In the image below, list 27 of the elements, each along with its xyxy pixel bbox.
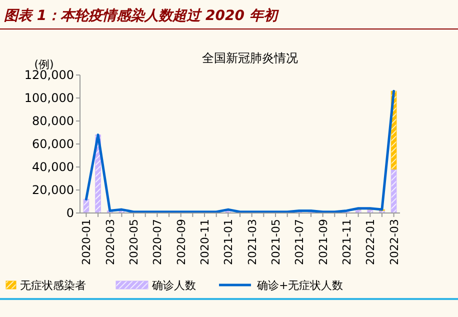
y-tick-label: 120,000 bbox=[24, 68, 74, 82]
legend-label: 确诊+无症状人数 bbox=[256, 278, 344, 292]
x-tick-label: 2020-01 bbox=[80, 219, 94, 265]
legend-label: 无症状感染者 bbox=[20, 278, 86, 292]
x-tick-label: 2020-09 bbox=[174, 219, 188, 265]
x-tick-label: 2021-09 bbox=[316, 219, 330, 265]
x-tick-label: 2021-11 bbox=[340, 219, 354, 265]
y-tick-label: 60,000 bbox=[32, 137, 74, 152]
x-tick-label: 2022-03 bbox=[388, 219, 401, 265]
x-tick-label: 2021-07 bbox=[293, 219, 306, 265]
x-tick-label: 2021-03 bbox=[246, 219, 259, 265]
x-tick-label: 2020-05 bbox=[128, 219, 141, 265]
x-tick-label: 2020-11 bbox=[198, 219, 212, 265]
y-tick-label: 20,000 bbox=[32, 183, 74, 198]
x-tick-label: 2021-01 bbox=[222, 219, 236, 265]
x-tick-label: 2022-01 bbox=[364, 219, 378, 265]
x-tick-label: 2020-03 bbox=[104, 219, 117, 265]
y-axis-title: (例) bbox=[34, 58, 54, 71]
chart-title: 图表 1：本轮疫情感染人数超过 2020 年初 bbox=[4, 7, 280, 24]
chart-subtitle: 全国新冠肺炎情况 bbox=[202, 51, 298, 65]
y-tick-label: 80,000 bbox=[32, 114, 74, 128]
y-tick-label: 100,000 bbox=[24, 91, 74, 106]
x-tick-label: 2021-05 bbox=[269, 219, 282, 265]
y-tick-label: 40,000 bbox=[32, 160, 74, 174]
y-tick-label: 0 bbox=[66, 206, 74, 220]
x-tick-label: 2020-07 bbox=[151, 219, 164, 265]
legend-label: 确诊人数 bbox=[151, 278, 196, 292]
